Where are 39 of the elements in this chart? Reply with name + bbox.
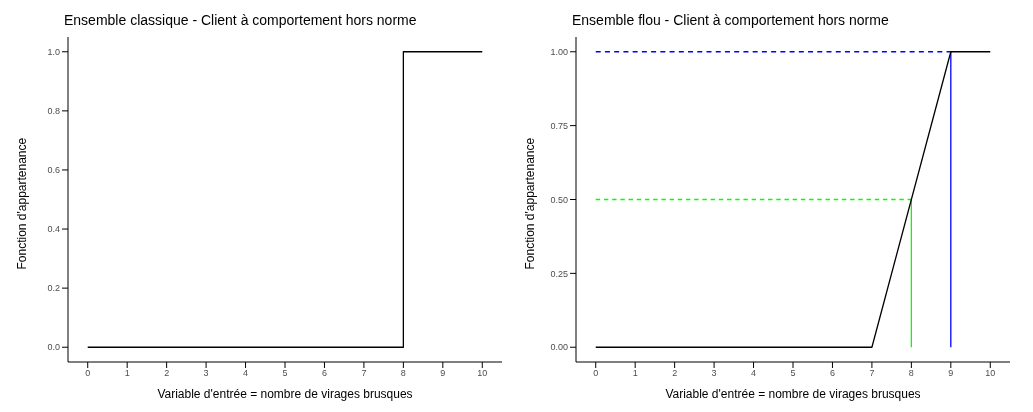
x-tick-label: 0: [85, 368, 91, 379]
x-tick-label: 6: [321, 368, 327, 379]
x-tick-label: 0: [593, 368, 599, 379]
x-tick-label: 8: [908, 368, 914, 379]
y-tick-label: 0.0: [47, 342, 60, 353]
x-tick-label: 4: [751, 368, 757, 379]
y-tick-label: 0.75: [550, 120, 568, 131]
x-tick-label: 9: [948, 368, 954, 379]
y-tick-label: 0.2: [47, 283, 60, 294]
x-tick-label: 10: [477, 368, 488, 379]
x-tick-label: 8: [400, 368, 406, 379]
x-tick-label: 9: [440, 368, 446, 379]
x-tick-label: 7: [361, 368, 367, 379]
x-axis-title: Variable d'entrée = nombre de virages brusques: [157, 387, 413, 401]
x-tick-label: 2: [164, 368, 170, 379]
x-axis-title: Variable d'entrée = nombre de virages brusques: [665, 387, 921, 401]
x-tick-label: 6: [829, 368, 835, 379]
y-tick-label: 0.6: [47, 165, 60, 176]
y-tick-label: 1.00: [550, 46, 568, 57]
chart-title: Ensemble classique - Client à comportement hors norme: [64, 12, 417, 28]
x-tick-label: 2: [672, 368, 678, 379]
y-tick-label: 0.00: [550, 342, 568, 353]
x-tick-label: 5: [282, 368, 288, 379]
y-axis-title: Fonction d'appartenance: [15, 137, 30, 270]
x-tick-label: 10: [985, 368, 996, 379]
x-tick-label: 3: [711, 368, 717, 379]
x-tick-label: 7: [869, 368, 875, 379]
y-tick-label: 1.0: [47, 46, 60, 57]
x-tick-label: 3: [203, 368, 209, 379]
x-tick-label: 1: [632, 368, 638, 379]
chart-title: Ensemble flou - Client à comportement hors norme: [572, 12, 889, 28]
y-tick-label: 0.25: [550, 268, 568, 279]
y-tick-label: 0.50: [550, 194, 568, 205]
x-tick-label: 1: [124, 368, 130, 379]
x-tick-label: 4: [243, 368, 249, 379]
y-axis-title: Fonction d'appartenance: [523, 137, 538, 270]
y-tick-label: 0.8: [47, 106, 60, 117]
y-tick-label: 0.4: [47, 224, 60, 235]
x-tick-label: 5: [790, 368, 796, 379]
